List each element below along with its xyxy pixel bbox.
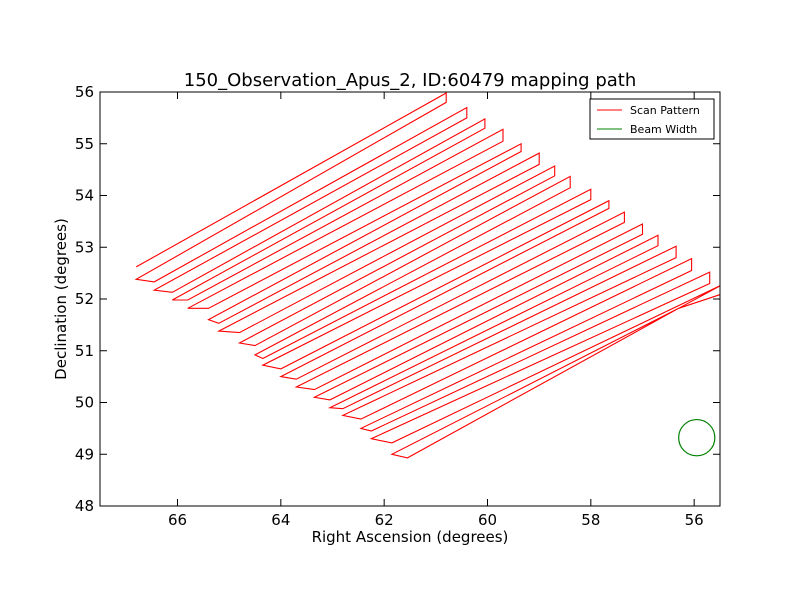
x-tick-label: 62	[375, 511, 394, 529]
y-tick-label: 51	[75, 342, 94, 360]
chart-title: 150_Observation_Apus_2, ID:60479 mapping…	[184, 70, 637, 91]
y-tick-label: 50	[75, 394, 94, 412]
y-tick-label: 48	[75, 497, 94, 515]
x-tick-label: 66	[168, 511, 187, 529]
legend: Scan Pattern Beam Width	[589, 98, 715, 140]
x-axis: 66 64 62 60 58 56	[168, 92, 704, 529]
y-tick-label: 53	[75, 238, 94, 256]
beam-width-circle	[678, 418, 716, 457]
x-tick-label: 64	[271, 511, 290, 529]
y-axis-label: Declination (degrees)	[52, 218, 70, 380]
x-tick-label: 60	[478, 511, 497, 529]
plot-background	[100, 92, 720, 506]
y-axis: 48 49 50 51 52 53 54 55 56	[75, 83, 720, 515]
scan-pattern-line	[134, 92, 720, 459]
y-tick-label: 49	[75, 445, 94, 463]
x-axis-label: Right Ascension (degrees)	[312, 528, 509, 546]
plot-area	[99, 91, 721, 507]
y-tick-label: 54	[75, 187, 94, 205]
legend-label-beam-width: Beam Width	[630, 123, 697, 136]
x-tick-label: 58	[581, 511, 600, 529]
x-tick-label: 56	[685, 511, 704, 529]
series-layer	[134, 92, 720, 459]
y-tick-label: 56	[75, 83, 94, 101]
legend-box	[589, 98, 715, 140]
legend-label-scan-pattern: Scan Pattern	[630, 104, 700, 117]
y-tick-label: 55	[75, 135, 94, 153]
y-tick-label: 52	[75, 290, 94, 308]
